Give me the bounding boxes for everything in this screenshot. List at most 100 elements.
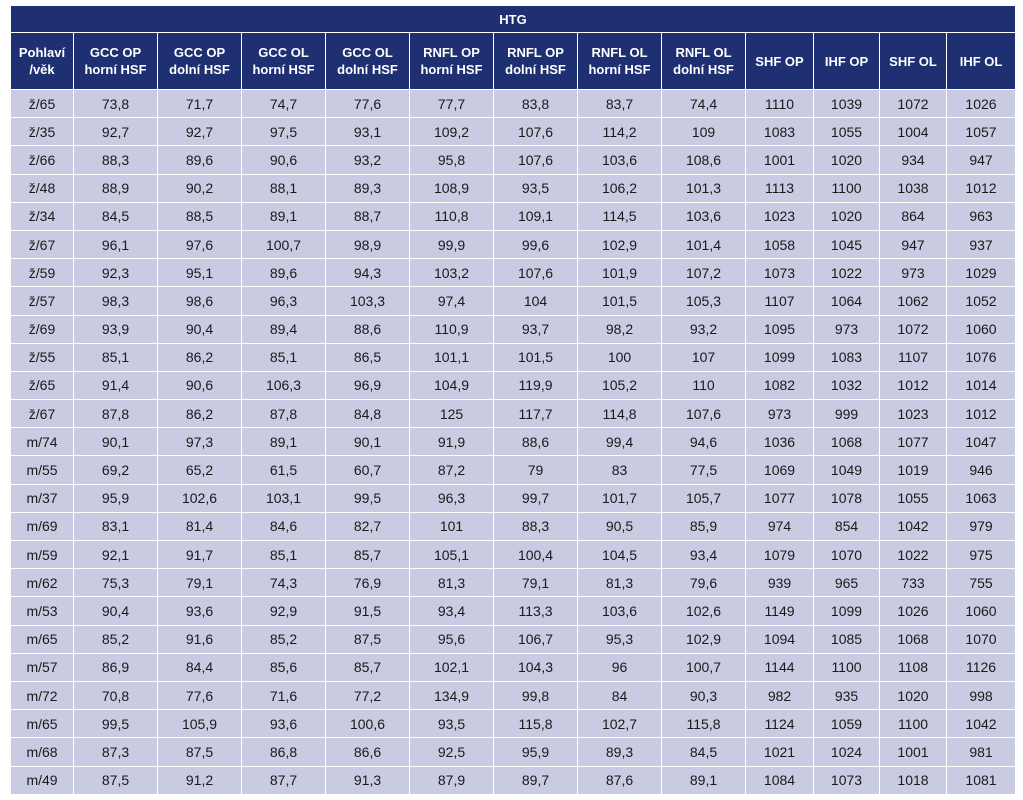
column-header: RNFL OP horní HSF (409, 32, 494, 90)
cell: 946 (945, 455, 1017, 485)
cell: 1100 (879, 709, 947, 739)
cell: 99,6 (493, 229, 578, 260)
cell: 1001 (879, 737, 947, 767)
table-row: m/57 86,9 84,4 85,6 85,7 102,1 104,3 96 100,7 114… (10, 652, 1017, 682)
cell: 85,9 (661, 511, 746, 542)
cell: 92,9 (241, 596, 326, 626)
cell: 79,1 (157, 568, 242, 598)
cell: 109,2 (409, 117, 494, 147)
cell: 83,1 (73, 511, 158, 542)
cell: 88,3 (493, 511, 578, 542)
cell: 87,2 (409, 455, 494, 485)
cell: 79 (493, 455, 578, 485)
row-label: m/53 (10, 596, 74, 626)
cell: 1020 (879, 680, 947, 711)
cell: 88,6 (493, 427, 578, 457)
cell: 87,8 (241, 399, 326, 429)
cell: 99,9 (409, 229, 494, 260)
cell: 94,3 (325, 258, 410, 288)
cell: 1073 (813, 765, 880, 795)
cell: 103,6 (577, 145, 662, 175)
cell: 1062 (879, 286, 947, 316)
cell: 91,9 (409, 427, 494, 457)
table-row: m/72 70,8 77,6 71,6 77,2 134,9 99,8 84 90,3 982 93… (10, 680, 1017, 711)
cell: 84,6 (241, 511, 326, 542)
cell: 61,5 (241, 455, 326, 485)
table-row: m/68 87,3 87,5 86,8 86,6 92,5 95,9 89,3 84,5 1021… (10, 737, 1017, 767)
cell: 1108 (879, 652, 947, 682)
cell: 1038 (879, 173, 947, 203)
cell: 103,2 (409, 258, 494, 288)
column-header: SHF OL (879, 32, 947, 90)
cell: 1021 (745, 737, 814, 767)
cell: 1047 (945, 427, 1017, 457)
cell: 90,6 (241, 145, 326, 175)
cell: 108,9 (409, 173, 494, 203)
cell: 91,5 (325, 596, 410, 626)
row-label: ž/67 (10, 229, 74, 260)
cell: 97,5 (241, 117, 326, 147)
row-label: m/68 (10, 737, 74, 767)
header-line: IHF OP (824, 53, 869, 69)
cell: 1042 (879, 511, 947, 542)
header-line: GCC OL (342, 45, 393, 60)
table-row: m/55 69,2 65,2 61,5 60,7 87,2 79 83 77,5 1069 1049… (10, 455, 1017, 485)
row-label: ž/57 (10, 286, 74, 316)
cell: 106,7 (493, 624, 578, 654)
row-label: m/37 (10, 483, 74, 513)
cell: 95,8 (409, 145, 494, 175)
cell: 83,8 (493, 88, 578, 119)
cell: 106,3 (241, 370, 326, 401)
cell: 84,5 (661, 737, 746, 767)
cell: 103,3 (325, 286, 410, 316)
column-header: GCC OL dolní HSF (325, 32, 410, 90)
table-row: ž/34 84,5 88,5 89,1 88,7 110,8 109,1 114,5 103,6… (10, 201, 1017, 231)
cell: 114,8 (577, 399, 662, 429)
cell: 1124 (745, 709, 814, 739)
table-row: m/49 87,5 91,2 87,7 91,3 87,9 89,7 87,6 89,1 1084… (10, 765, 1017, 795)
cell: 106,2 (577, 173, 662, 203)
cell: 76,9 (325, 568, 410, 598)
cell: 104 (493, 286, 578, 316)
cell: 1069 (745, 455, 814, 485)
cell: 981 (945, 737, 1017, 767)
cell: 92,3 (73, 258, 158, 288)
table-row: ž/59 92,3 95,1 89,6 94,3 103,2 107,6 101,9 107,2… (10, 258, 1017, 288)
cell: 1039 (813, 88, 880, 119)
cell: 90,6 (157, 370, 242, 401)
cell: 1055 (879, 483, 947, 513)
cell: 107,6 (493, 258, 578, 288)
cell: 97,3 (157, 427, 242, 457)
cell: 1099 (745, 342, 814, 372)
cell: 1064 (813, 286, 880, 316)
cell: 982 (745, 680, 814, 711)
cell: 92,7 (157, 117, 242, 147)
table-row: ž/48 88,9 90,2 88,1 89,3 108,9 93,5 106,2 101,3 1… (10, 173, 1017, 203)
cell: 110,9 (409, 314, 494, 344)
cell: 102,9 (577, 229, 662, 260)
cell: 101,1 (409, 342, 494, 372)
cell: 87,5 (157, 737, 242, 767)
table-row: ž/67 87,8 86,2 87,8 84,8 125 117,7 114,8 107,6 97… (10, 399, 1017, 429)
header-line: dolní HSF (505, 62, 566, 77)
header-line: RNFL OL (591, 45, 648, 60)
cell: 975 (945, 539, 1017, 570)
cell: 998 (945, 680, 1017, 711)
cell: 102,9 (661, 624, 746, 654)
cell: 1063 (945, 483, 1017, 513)
row-label: ž/66 (10, 145, 74, 175)
cell: 89,3 (325, 173, 410, 203)
cell: 90,5 (577, 511, 662, 542)
cell: 1001 (745, 145, 814, 175)
cell: 110 (661, 370, 746, 401)
table-row: ž/65 73,8 71,7 74,7 77,6 77,7 83,8 83,7 74,4 1110… (10, 88, 1017, 119)
cell: 65,2 (157, 455, 242, 485)
cell: 1026 (945, 88, 1017, 119)
cell: 1023 (745, 201, 814, 231)
cell: 114,5 (577, 201, 662, 231)
cell: 103,1 (241, 483, 326, 513)
column-header: SHF OP (745, 32, 814, 90)
table-row: ž/69 93,9 90,4 89,4 88,6 110,9 93,7 98,2 93,2 109… (10, 314, 1017, 344)
cell: 102,7 (577, 709, 662, 739)
cell: 105,1 (409, 539, 494, 570)
